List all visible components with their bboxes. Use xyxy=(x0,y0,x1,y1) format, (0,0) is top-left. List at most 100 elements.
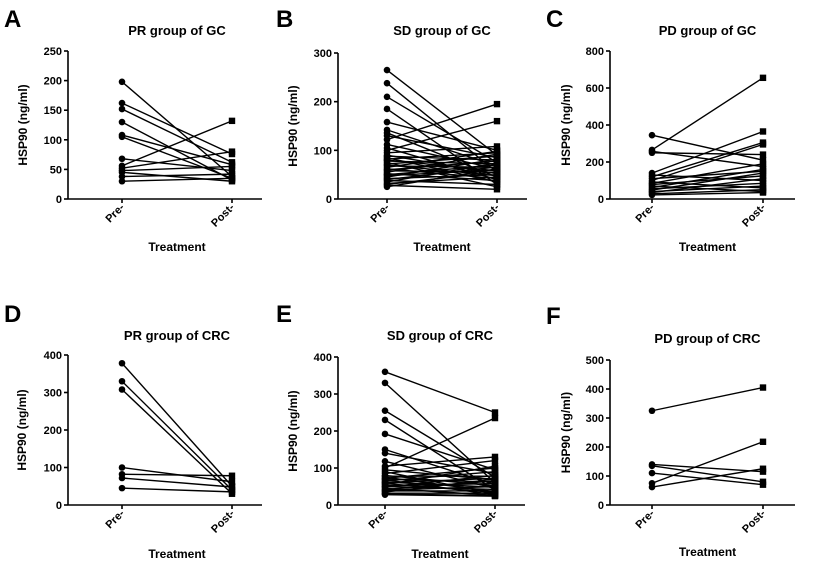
pre-point xyxy=(118,377,126,385)
panel-b: B SD group of GC HSP90 (ng/ml) Treatment 0 10… xyxy=(276,6,527,254)
post-point xyxy=(491,409,499,416)
post-point xyxy=(493,151,501,158)
pre-point xyxy=(648,131,656,139)
pair-line xyxy=(386,96,498,164)
panel-title: PD group of GC xyxy=(659,23,757,38)
pre-point xyxy=(118,118,126,126)
y-tick-label: 100 xyxy=(44,463,62,475)
post-point xyxy=(491,492,499,500)
pair-line xyxy=(121,108,233,163)
post-point xyxy=(491,472,499,479)
post-point xyxy=(228,488,236,496)
pre-point xyxy=(383,79,391,87)
y-tick-label: 400 xyxy=(586,384,604,396)
y-tick-label: 800 xyxy=(586,46,604,58)
panel-title: SD group of GC xyxy=(393,23,491,38)
y-tick-label: 0 xyxy=(598,194,604,206)
pair-line xyxy=(384,371,496,414)
pre-point xyxy=(383,93,391,101)
x-tick-label: Pre- xyxy=(368,201,392,225)
y-axis-label: HSP90 (ng/ml) xyxy=(15,389,29,470)
pair-line xyxy=(121,173,233,178)
x-tick-label: Pre- xyxy=(103,201,127,225)
panel-letter: A xyxy=(4,6,21,33)
pair-line xyxy=(384,456,496,467)
pre-point xyxy=(383,183,391,191)
pair-line xyxy=(651,163,764,184)
y-tick-label: 200 xyxy=(44,76,62,88)
pre-point xyxy=(383,136,391,143)
pre-point xyxy=(381,368,389,376)
y-tick-label: 600 xyxy=(586,83,604,95)
pair-line xyxy=(384,493,496,497)
pair-line xyxy=(121,487,233,493)
pair-line xyxy=(651,174,764,182)
y-tick-label: 200 xyxy=(314,97,332,109)
pair-line xyxy=(651,468,764,488)
pair-line xyxy=(386,155,498,161)
y-axis-label: HSP90 (ng/ml) xyxy=(559,392,573,473)
pair-line xyxy=(651,472,764,486)
y-tick-label: 300 xyxy=(314,389,332,401)
y-tick-label: 0 xyxy=(326,500,332,512)
pair-line xyxy=(121,473,233,477)
x-tick-label: Post- xyxy=(209,201,237,229)
y-tick-label: 500 xyxy=(586,355,604,367)
pair-line xyxy=(651,152,764,156)
x-tick-label: Post- xyxy=(740,201,768,229)
pre-point xyxy=(118,464,126,471)
x-tick-label: Post- xyxy=(472,507,500,535)
pair-line xyxy=(651,441,764,484)
x-axis-label: Treatment xyxy=(148,240,205,254)
pair-line xyxy=(651,189,764,195)
post-point xyxy=(493,159,501,167)
pair-line xyxy=(384,459,496,475)
post-point xyxy=(759,160,767,168)
x-axis-label: Treatment xyxy=(411,547,468,561)
post-point xyxy=(493,143,501,150)
y-axis-label: HSP90 (ng/ml) xyxy=(286,390,300,471)
post-point xyxy=(759,384,767,391)
pre-point xyxy=(383,66,391,74)
pair-line xyxy=(121,158,233,172)
pair-line xyxy=(121,165,233,172)
y-tick-label: 300 xyxy=(314,48,332,60)
y-tick-label: 300 xyxy=(44,388,62,400)
y-tick-label: 50 xyxy=(50,164,62,176)
pair-line xyxy=(386,160,498,165)
panel-title: PR group of GC xyxy=(128,23,226,38)
y-tick-label: 200 xyxy=(586,157,604,169)
pair-line xyxy=(386,166,498,181)
pair-line xyxy=(121,388,233,495)
pair-line xyxy=(651,463,764,473)
pair-line xyxy=(121,171,233,182)
x-axis-label: Treatment xyxy=(413,240,470,254)
pair-line xyxy=(384,417,496,469)
pair-line xyxy=(651,177,764,194)
post-point xyxy=(493,117,501,125)
pair-line xyxy=(384,452,496,475)
pair-line xyxy=(121,362,233,487)
pair-line xyxy=(651,386,764,412)
panel-c: C PD group of GC HSP90 (ng/ml) Treatment 0 20… xyxy=(546,6,795,254)
post-point xyxy=(759,438,767,445)
pre-point xyxy=(648,483,656,491)
panel-title: PR group of CRC xyxy=(124,328,231,343)
pair-line xyxy=(651,191,764,196)
pre-point xyxy=(118,474,126,482)
x-axis-label: Treatment xyxy=(679,240,736,254)
pre-point xyxy=(381,379,389,387)
y-axis-label: HSP90 (ng/ml) xyxy=(286,85,300,166)
panel-letter: D xyxy=(4,301,21,328)
pre-point xyxy=(648,407,656,415)
y-tick-label: 400 xyxy=(586,120,604,132)
x-tick-label: Pre- xyxy=(366,507,390,531)
pair-line xyxy=(651,175,764,186)
pair-line xyxy=(121,380,233,491)
pair-line xyxy=(121,177,233,182)
panel-title: PD group of CRC xyxy=(654,331,761,346)
post-point xyxy=(759,182,767,190)
panel-letter: B xyxy=(276,6,293,33)
pre-point xyxy=(118,173,126,180)
pre-point xyxy=(648,462,656,470)
